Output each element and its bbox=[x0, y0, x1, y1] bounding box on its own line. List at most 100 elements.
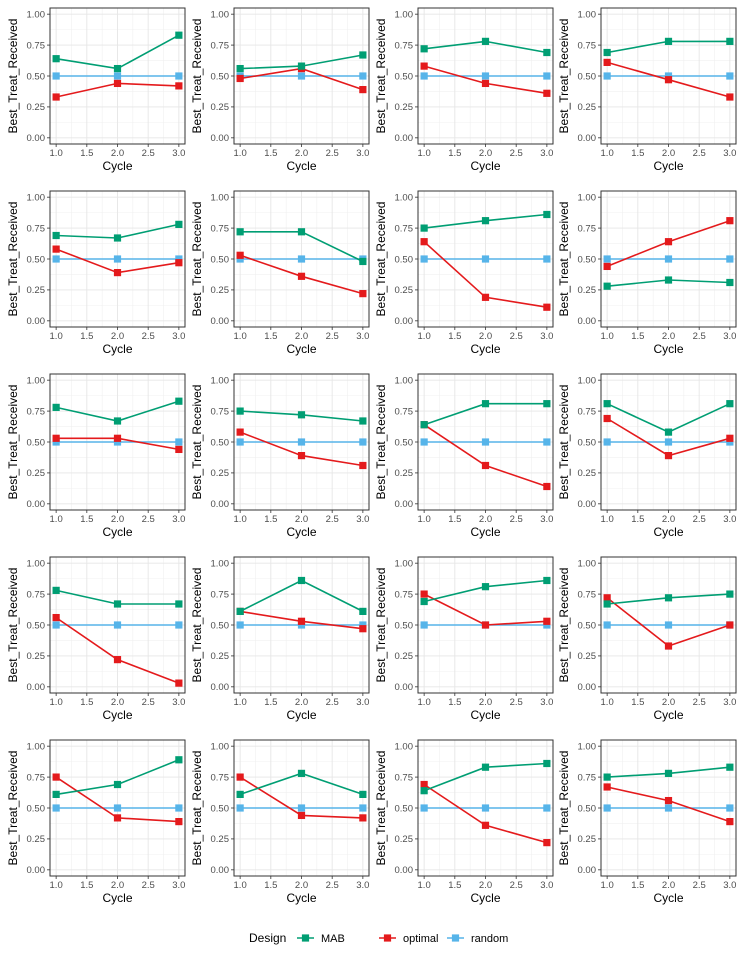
panel-2-y-tick-label: 0.00 bbox=[211, 133, 230, 144]
panel-11-point-random bbox=[543, 438, 551, 446]
panel-15-point-random bbox=[420, 621, 428, 629]
panel-5-point-MAB bbox=[113, 234, 122, 242]
panel-19-x-tick-label: 2.5 bbox=[510, 880, 523, 891]
panel-19-y-tick-label: 0.25 bbox=[395, 834, 414, 845]
panel-6-point-optimal bbox=[236, 251, 244, 259]
panel-18-y-tick-label: 1.00 bbox=[211, 741, 230, 752]
panel-18-x-axis-title: Cycle bbox=[286, 891, 316, 905]
panel-11-x-tick-label: 2.5 bbox=[510, 514, 523, 525]
panel-4-x-tick-label: 1.5 bbox=[631, 148, 644, 159]
panel-18-x-tick-label: 3.0 bbox=[356, 880, 369, 891]
panel-14-x-tick-label: 1.0 bbox=[234, 697, 247, 708]
panel-4-x-tick-label: 2.0 bbox=[662, 148, 675, 159]
panel-20-x-tick-label: 3.0 bbox=[723, 880, 736, 891]
panel-14-point-random bbox=[359, 621, 367, 629]
panel-5-point-MAB bbox=[175, 220, 183, 228]
panel-7-y-tick-label: 0.50 bbox=[395, 254, 414, 265]
panel-8-x-axis-title: Cycle bbox=[653, 342, 683, 356]
panel-12-point-optimal bbox=[664, 452, 673, 460]
panel-11-point-MAB bbox=[481, 400, 490, 408]
panel-18-point-MAB bbox=[236, 790, 244, 798]
panel-17-point-random bbox=[113, 804, 122, 812]
panel-19-y-tick-label: 0.75 bbox=[395, 772, 414, 783]
panel-15-y-tick-label: 1.00 bbox=[395, 558, 414, 569]
panel-17-y-tick-label: 0.25 bbox=[27, 834, 46, 845]
panel-19-point-optimal bbox=[481, 821, 490, 829]
panel-20-point-optimal bbox=[603, 783, 611, 791]
panel-3-x-tick-label: 1.0 bbox=[418, 148, 431, 159]
panel-2-point-MAB bbox=[297, 62, 306, 70]
panel-17-point-MAB bbox=[52, 790, 60, 798]
panel-8-point-MAB bbox=[664, 276, 673, 284]
panel-13-point-random bbox=[113, 621, 122, 629]
panel-16-point-MAB bbox=[726, 590, 734, 598]
panel-14-y-axis-title: Best_Treat_Received bbox=[190, 568, 204, 683]
panel-9-y-tick-label: 0.50 bbox=[27, 437, 46, 448]
panel-5-point-MAB bbox=[52, 231, 60, 240]
panel-3-x-tick-label: 1.5 bbox=[448, 148, 461, 159]
panel-14-x-tick-label: 2.0 bbox=[295, 697, 308, 708]
panel-4-y-tick-label: 0.25 bbox=[578, 102, 597, 113]
panel-16-y-tick-label: 0.75 bbox=[578, 589, 597, 600]
panel-11-y-tick-label: 0.50 bbox=[395, 437, 414, 448]
panel-17-y-tick-label: 0.75 bbox=[27, 772, 46, 783]
panel-19-y-tick-label: 1.00 bbox=[395, 741, 414, 752]
panel-9-point-optimal bbox=[175, 445, 183, 454]
panel-2-point-optimal bbox=[236, 74, 244, 83]
panel-20-point-random bbox=[603, 804, 611, 812]
panel-10-y-tick-label: 0.25 bbox=[211, 468, 230, 479]
panel-13-point-random bbox=[175, 621, 183, 629]
panel-9-x-axis-title: Cycle bbox=[102, 525, 132, 539]
panel-19-point-MAB bbox=[543, 759, 551, 768]
panel-20-x-tick-label: 2.5 bbox=[693, 880, 706, 891]
panel-3-x-tick-label: 2.5 bbox=[510, 148, 523, 159]
panel-15-y-tick-label: 0.50 bbox=[395, 620, 414, 631]
panel-8-point-optimal bbox=[664, 238, 673, 246]
panel-17-y-axis-title: Best_Treat_Received bbox=[6, 751, 20, 866]
panel-3-point-random bbox=[543, 72, 551, 80]
panel-2-y-tick-label: 0.25 bbox=[211, 102, 230, 113]
panel-10-y-axis-title: Best_Treat_Received bbox=[190, 385, 204, 500]
panel-5-x-tick-label: 3.0 bbox=[172, 331, 185, 342]
panel-14-y-tick-label: 0.50 bbox=[211, 620, 230, 631]
panel-10-point-random bbox=[359, 438, 367, 446]
panel-13-x-tick-label: 2.0 bbox=[111, 697, 124, 708]
panel-12-x-tick-label: 3.0 bbox=[723, 514, 736, 525]
panel-11-point-random bbox=[420, 438, 428, 446]
panel-16-x-tick-label: 2.5 bbox=[693, 697, 706, 708]
panel-16-y-tick-label: 0.50 bbox=[578, 620, 597, 631]
panel-16-y-tick-label: 1.00 bbox=[578, 558, 597, 569]
panel-15-x-axis-title: Cycle bbox=[470, 708, 500, 722]
panel-18-y-tick-label: 0.25 bbox=[211, 834, 230, 845]
panel-1-point-optimal bbox=[52, 93, 60, 101]
panel-11-x-axis-title: Cycle bbox=[470, 525, 500, 539]
panel-20-point-random bbox=[726, 804, 734, 812]
panel-6-x-tick-label: 2.5 bbox=[326, 331, 339, 342]
panel-20-point-MAB bbox=[603, 773, 611, 781]
panel-4-point-optimal bbox=[726, 93, 734, 101]
panel-14-point-optimal bbox=[297, 617, 306, 625]
panel-8-y-tick-label: 0.50 bbox=[578, 254, 597, 265]
panel-10-point-random bbox=[297, 438, 306, 446]
panel-2-point-MAB bbox=[236, 64, 244, 73]
panel-13-y-axis-title: Best_Treat_Received bbox=[6, 568, 20, 683]
panel-2-x-tick-label: 2.5 bbox=[326, 148, 339, 159]
panel-8-y-tick-label: 0.00 bbox=[578, 316, 597, 327]
panel-10-point-optimal bbox=[236, 428, 244, 436]
panel-19-point-optimal bbox=[420, 780, 428, 789]
panel-13-point-optimal bbox=[113, 656, 122, 664]
panel-20-x-tick-label: 1.5 bbox=[631, 880, 644, 891]
panel-1-x-tick-label: 2.0 bbox=[111, 148, 124, 159]
panel-15-point-optimal bbox=[481, 621, 490, 629]
panel-1-point-MAB bbox=[113, 64, 122, 73]
panel-3-point-MAB bbox=[543, 48, 551, 57]
panel-1-y-tick-label: 0.50 bbox=[27, 71, 46, 82]
panel-1-point-optimal bbox=[175, 82, 183, 90]
panel-5-point-optimal bbox=[175, 259, 183, 267]
panel-14-x-tick-label: 2.5 bbox=[326, 697, 339, 708]
panel-4-x-axis-title: Cycle bbox=[653, 159, 683, 173]
panel-14-point-random bbox=[297, 621, 306, 629]
panel-4-x-tick-label: 1.0 bbox=[601, 148, 614, 159]
panel-3-x-tick-label: 2.0 bbox=[479, 148, 492, 159]
